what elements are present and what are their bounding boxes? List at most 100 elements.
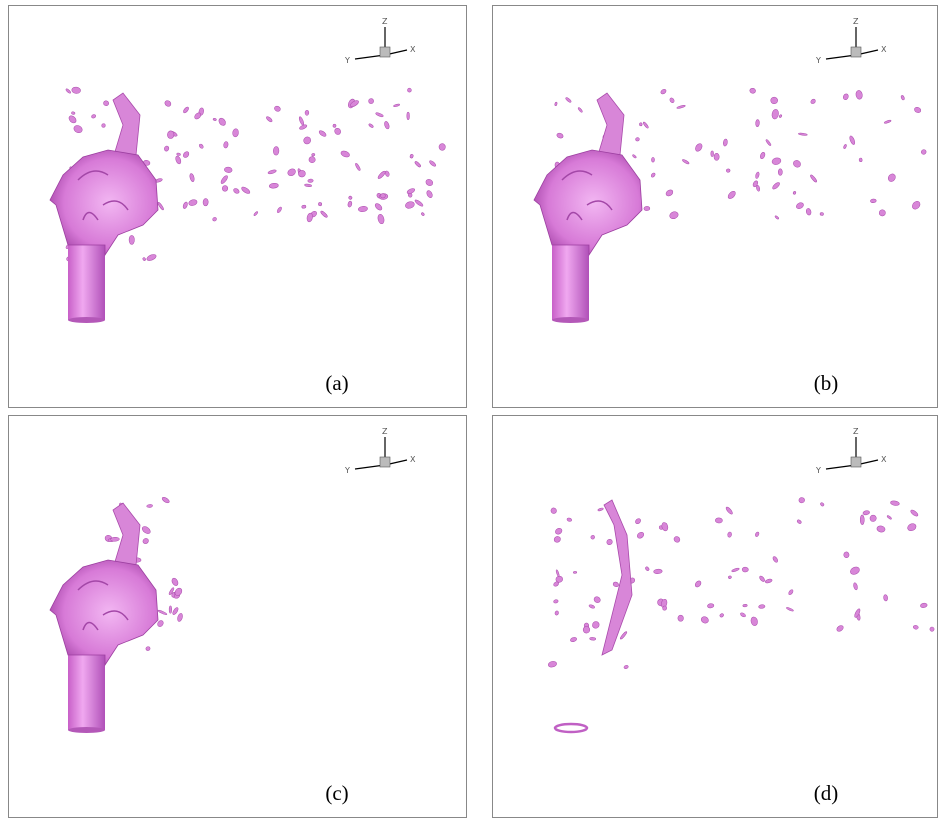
vortex-blob: [565, 97, 572, 103]
vortex-blob: [377, 214, 385, 225]
axis-label: Z: [382, 17, 388, 26]
vortex-blob: [350, 100, 359, 107]
vortex-blob: [929, 626, 935, 632]
vortex-blob: [368, 123, 374, 128]
vortex-blob: [792, 191, 797, 195]
vortex-blob: [750, 616, 758, 626]
vortex-blob: [266, 116, 273, 123]
vortex-blob: [566, 517, 572, 522]
vortex-blob: [589, 637, 597, 641]
body-head: [533, 149, 643, 257]
vortex-blob: [303, 136, 311, 145]
vortex-blob: [859, 514, 865, 525]
vortex-blob: [276, 206, 282, 213]
vortex-blob: [669, 97, 675, 103]
vortex-blob: [146, 504, 153, 508]
panel-label: (c): [325, 781, 348, 805]
axis-label: Z: [853, 427, 859, 436]
vortex-blob: [805, 208, 812, 216]
vortex-blob: [268, 182, 279, 189]
vortex-blob: [854, 608, 861, 618]
vortex-blob: [883, 594, 888, 602]
vortex-blob: [174, 587, 183, 596]
vortex-blob: [890, 500, 900, 506]
stem: [68, 645, 105, 730]
vortex-blob: [742, 604, 748, 608]
vortex-blob: [710, 150, 714, 157]
vortex-blob: [224, 166, 233, 173]
vortex-blob: [623, 664, 629, 669]
vortex-blob: [553, 599, 559, 604]
axis-label: Z: [382, 427, 388, 436]
vortex-blob: [212, 118, 217, 121]
vortex-blob: [414, 199, 424, 207]
vortex-blob: [695, 143, 703, 152]
vortex-blob: [682, 159, 690, 165]
vortex-blob: [843, 144, 847, 149]
body-head: [49, 559, 159, 667]
axis-label: X: [881, 455, 887, 464]
vortex-blob: [421, 212, 425, 216]
vortex-blob: [347, 200, 353, 208]
vortex-blob: [189, 173, 195, 182]
vortex-blob: [719, 613, 724, 618]
vortex-blob: [380, 193, 386, 199]
axis-cube: [379, 456, 391, 468]
vortex-blob: [779, 114, 783, 118]
vortex-blob: [307, 178, 314, 183]
vortex-blob: [798, 132, 808, 136]
vortex-blob: [597, 507, 604, 512]
vortex-blob: [554, 101, 558, 106]
vortex-blob: [68, 115, 77, 124]
vortex-blob: [146, 254, 157, 261]
vortex-blob: [577, 107, 583, 113]
vortex-blob: [669, 211, 679, 220]
panel-frame: [492, 415, 938, 818]
vortex-tube: [601, 499, 633, 656]
panel: Z Y X (d): [492, 415, 938, 818]
vortex-blob: [612, 581, 619, 588]
vortex-blob: [582, 626, 591, 634]
vortex-blob: [639, 122, 643, 127]
vortex-blob: [570, 637, 577, 642]
vortex-blob: [368, 98, 374, 104]
panel: Z Y X (c): [8, 415, 467, 818]
vortex-blob: [407, 87, 412, 93]
vortex-blob: [340, 150, 350, 158]
vortex-blob: [842, 93, 849, 100]
vortex-blob: [414, 161, 421, 168]
axis-label: X: [410, 45, 416, 54]
vortex-blob: [409, 153, 414, 159]
vortex-blob: [907, 523, 917, 532]
vortex-blob: [177, 613, 183, 622]
body-detail: [561, 170, 613, 221]
vortex-blob: [101, 123, 106, 128]
vortex-blob: [304, 183, 312, 187]
vortex-blob: [267, 169, 277, 175]
vortex-blob: [593, 596, 601, 603]
vortex-blob: [853, 582, 858, 591]
vortex-blob: [755, 531, 760, 537]
vortex-blob: [332, 123, 337, 128]
vortex-blob: [355, 163, 361, 171]
vortex-blob: [798, 497, 805, 504]
vortex-blob: [883, 119, 892, 124]
axis-label: Z: [853, 17, 859, 26]
vortex-blob: [850, 566, 860, 575]
vortex-blob: [728, 575, 732, 579]
vortex-blob: [233, 188, 240, 194]
vortex-blob: [103, 100, 109, 106]
body-detail: [77, 580, 129, 631]
axis-label: X: [881, 45, 887, 54]
vortex-blob: [555, 569, 560, 577]
vortex-blob: [876, 525, 886, 533]
vortex-blob: [145, 646, 151, 651]
vortex-blob: [188, 199, 198, 206]
vortex-blob: [142, 257, 146, 261]
vortex-blob: [438, 143, 446, 151]
vortex-blob: [194, 112, 202, 120]
stem: [552, 235, 589, 320]
body-detail: [77, 170, 129, 221]
vortex-blob: [253, 211, 258, 216]
vortex-blob: [765, 139, 772, 146]
